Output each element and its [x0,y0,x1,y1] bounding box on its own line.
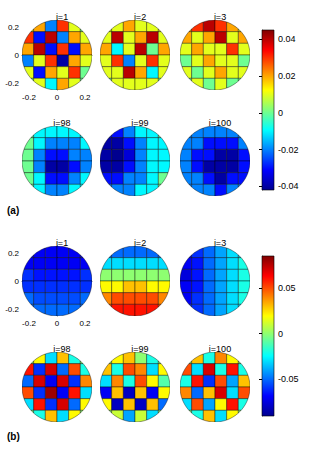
svg-text:i=3: i=3 [214,12,226,22]
svg-text:0.2: 0.2 [8,23,20,32]
svg-text:i=98: i=98 [53,344,70,354]
svg-text:0.2: 0.2 [79,319,91,328]
svg-text:i=1: i=1 [56,12,68,22]
svg-text:0.2: 0.2 [79,93,91,102]
svg-text:(b): (b) [7,431,20,442]
svg-text:(a): (a) [7,205,19,216]
svg-text:-0.2: -0.2 [22,319,36,328]
svg-text:i=1: i=1 [56,238,68,248]
svg-text:i=100: i=100 [209,118,231,128]
svg-text:-0.2: -0.2 [5,79,19,88]
svg-text:i=99: i=99 [131,118,148,128]
svg-text:i=2: i=2 [134,238,146,248]
svg-text:-0.2: -0.2 [22,93,36,102]
svg-text:i=3: i=3 [214,238,226,248]
svg-text:i=99: i=99 [131,344,148,354]
svg-text:0: 0 [15,277,20,286]
svg-text:0: 0 [278,329,283,339]
svg-text:0: 0 [15,51,20,60]
svg-text:-0.05: -0.05 [278,374,299,384]
svg-text:i=100: i=100 [209,344,231,354]
svg-text:0: 0 [55,93,60,102]
svg-text:0: 0 [278,108,283,118]
svg-text:0.05: 0.05 [278,283,296,293]
svg-text:i=2: i=2 [134,12,146,22]
svg-text:0.02: 0.02 [278,71,296,81]
svg-text:0.2: 0.2 [8,249,20,258]
svg-text:0.04: 0.04 [278,34,296,44]
svg-text:-0.04: -0.04 [278,181,299,191]
svg-text:0: 0 [55,319,60,328]
svg-text:-0.02: -0.02 [278,145,299,155]
svg-text:i=98: i=98 [53,118,70,128]
svg-text:-0.2: -0.2 [5,305,19,314]
